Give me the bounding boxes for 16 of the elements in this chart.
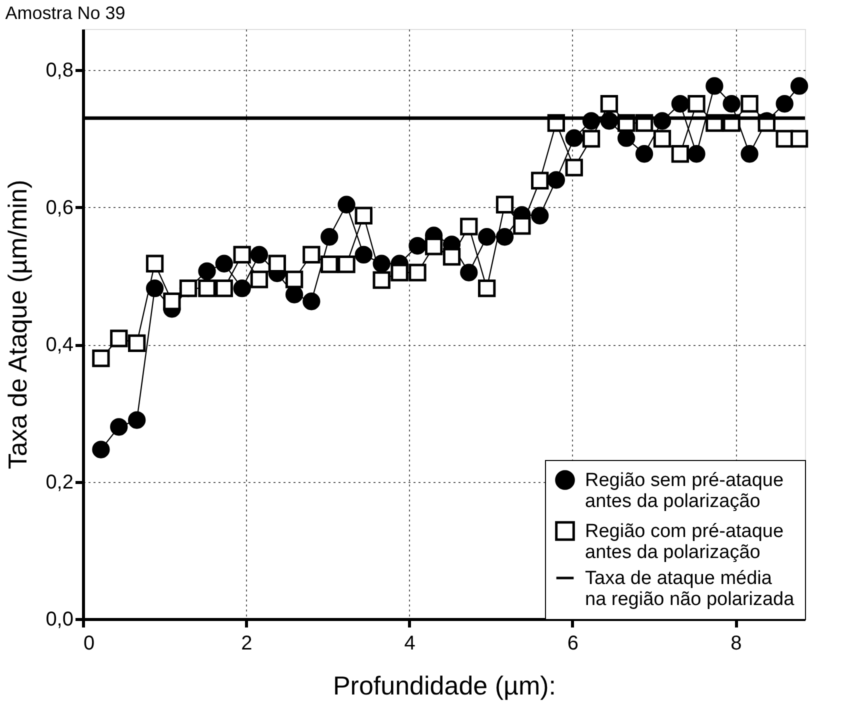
x-tick-label: 4 <box>404 632 416 654</box>
x-tick-label: 0 <box>84 632 95 654</box>
x-tick-label: 6 <box>567 632 579 654</box>
x-tick-label: 8 <box>730 632 742 654</box>
y-tick-label: 0,2 <box>46 471 74 494</box>
y-tick-label: 0,4 <box>46 334 74 356</box>
y-axis-title: Taxa de Ataque (µm/min) <box>2 180 33 470</box>
y-tick-label: 0,8 <box>46 60 74 82</box>
y-tick-label: 0,0 <box>46 608 74 630</box>
x-axis-title: Profundidade (µm): <box>332 670 556 700</box>
y-tick-label: 0,6 <box>46 196 74 219</box>
chart-title: Amostra No 39 <box>5 3 126 23</box>
legend-label: Região sem pré-ataque antes da polarização <box>585 470 784 512</box>
legend-label: Região com pré-ataque antes da polarização <box>585 521 784 563</box>
legend-label: Taxa de ataque média na região não polarizada <box>585 568 795 610</box>
x-tick-label: 2 <box>241 632 252 654</box>
